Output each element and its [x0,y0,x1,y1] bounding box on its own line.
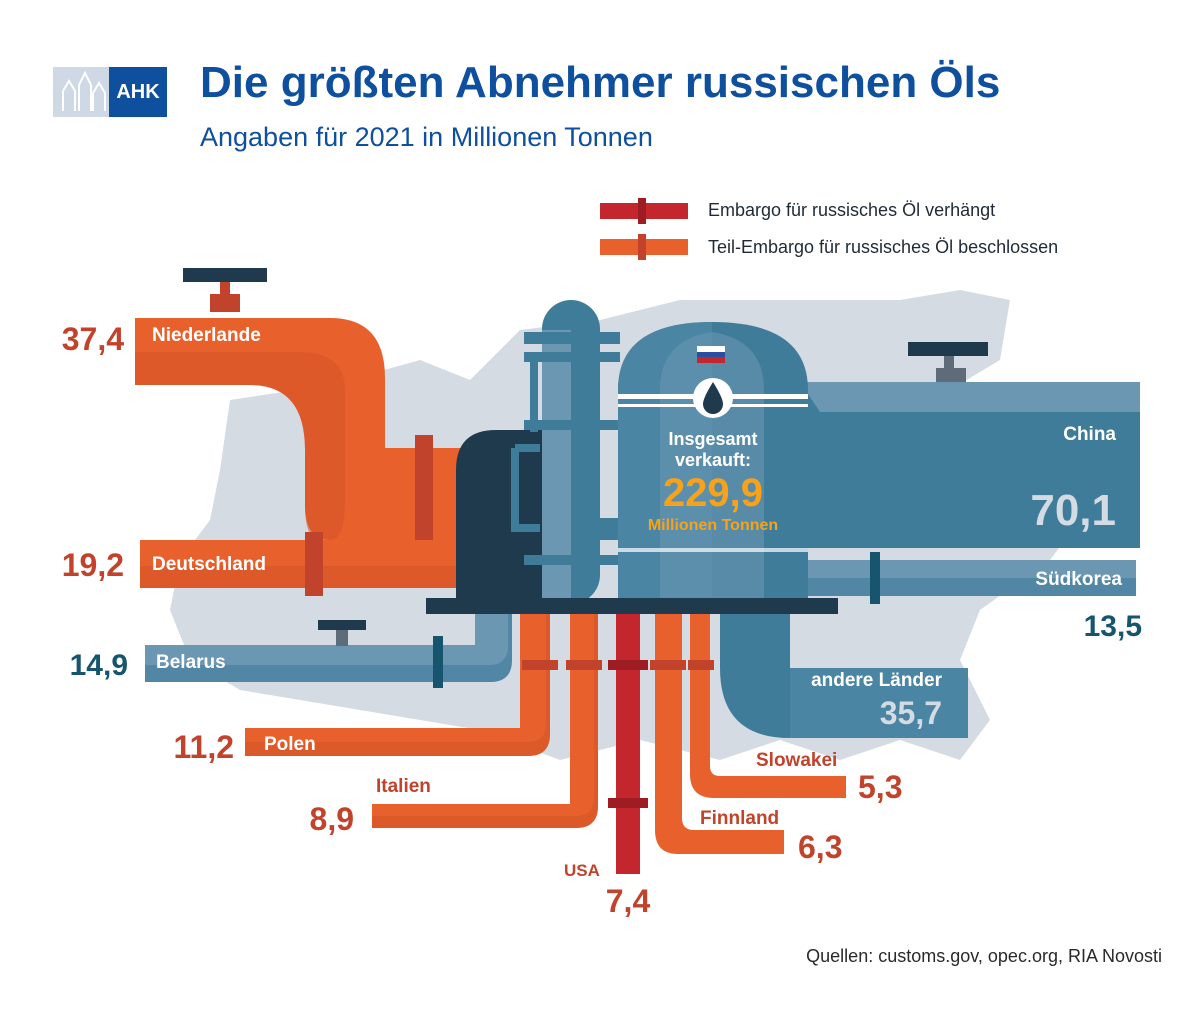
total-unit: Millionen Tonnen [648,517,778,534]
label-usa: USA [564,861,600,880]
label-andere-laender: andere Länder [811,670,943,691]
page-subtitle: Angaben für 2021 in Millionen Tonnen [200,122,653,152]
pipe-deutschland [140,532,460,596]
value-polen: 11,2 [173,729,234,765]
legend-label-partial: Teil-Embargo für russisches Öl beschloss… [708,237,1059,257]
legend-label-embargo: Embargo für russisches Öl verhängt [708,200,996,220]
label-italien: Italien [376,776,431,797]
main-tank [618,322,808,600]
total-label-1: Insgesamt [668,429,757,449]
pipe-slowakei [690,612,846,798]
logo-text: AHK [109,67,167,117]
pipe-belarus [145,610,512,688]
legend-swatches [600,198,688,260]
label-slowakei: Slowakei [756,750,837,771]
label-suedkorea: Südkorea [1035,569,1122,590]
valve-wheel-niederlande [183,268,267,312]
oil-drop-icon [693,378,733,418]
base-plate [426,598,838,614]
value-china: 70,1 [1030,486,1116,535]
pipe-andere-laender [720,612,968,738]
value-slowakei: 5,3 [858,769,902,805]
value-usa: 7,4 [606,883,651,919]
value-finnland: 6,3 [798,829,842,865]
distillation-column [511,300,624,604]
label-china: China [1063,424,1116,445]
total-label-2: verkauft: [675,450,751,470]
value-andere-laender: 35,7 [880,695,942,731]
page-title: Die größten Abnehmer russischen Öls [200,58,1001,107]
pipe-niederlande [135,318,470,540]
ahk-logo: AHK [53,67,167,117]
value-italien: 8,9 [310,801,354,837]
flange-band [522,660,714,670]
total-value: 229,9 [663,471,763,515]
source-note: Quellen: customs.gov, opec.org, RIA Novo… [806,946,1162,966]
pipe-finnland [655,612,784,854]
russia-flag-icon [697,346,725,363]
pipe-suedkorea [800,552,1136,604]
value-suedkorea: 13,5 [1084,610,1142,643]
label-polen: Polen [264,734,316,755]
pipe-usa [608,612,648,874]
castle-icon [62,70,106,111]
label-deutschland: Deutschland [152,554,266,575]
pipe-polen [245,612,550,756]
value-deutschland: 19,2 [62,547,124,583]
pipe-china [800,342,1140,548]
label-belarus: Belarus [156,652,226,673]
value-belarus: 14,9 [70,649,128,682]
pipe-italien [372,612,598,828]
value-niederlande: 37,4 [62,321,124,357]
label-niederlande: Niederlande [152,325,261,346]
label-finnland: Finnland [700,808,779,829]
